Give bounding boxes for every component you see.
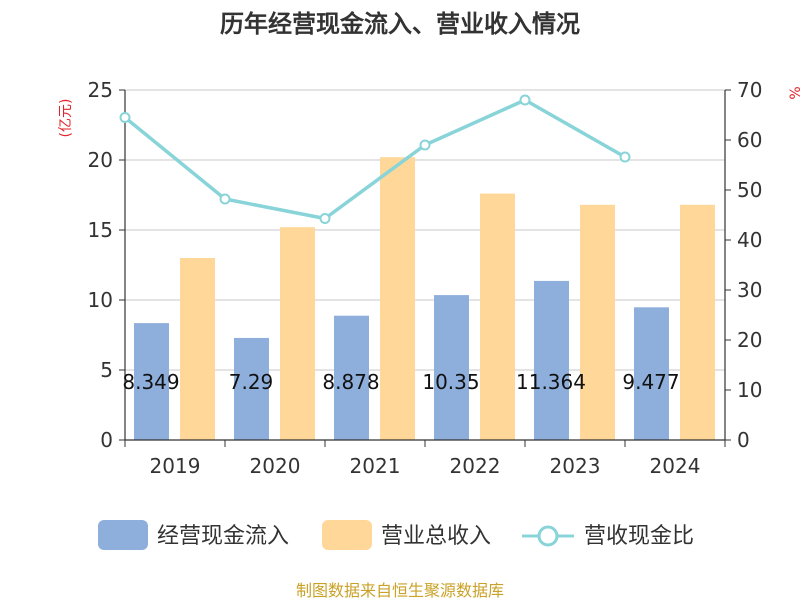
legend-swatch-revenue: [322, 520, 372, 550]
right-tick-label: 60: [737, 128, 762, 152]
ratio-point: [419, 139, 431, 151]
ratio-line-path: [123, 98, 626, 221]
x-tick-label: 2021: [350, 454, 401, 478]
x-tick-label: 2023: [550, 454, 601, 478]
legend-swatch-cash-inflow: [98, 520, 148, 550]
data-label-cash-inflow: 8.349: [122, 370, 179, 394]
left-tick-label: 25: [88, 78, 113, 102]
legend-item-revenue[interactable]: 营业总收入: [322, 520, 491, 550]
bar-revenue: [680, 204, 715, 440]
x-tick-label: 2024: [650, 454, 701, 478]
right-tick-label: 40: [737, 228, 762, 252]
ratio-point: [519, 94, 531, 106]
x-tick-label: 2020: [250, 454, 301, 478]
right-tick-label: 70: [737, 78, 762, 102]
bar-cash-inflow: [434, 295, 469, 440]
bar-cash-inflow: [334, 315, 369, 440]
legend: 经营现金流入 营业总收入 营收现金比: [98, 520, 694, 550]
bars: [134, 157, 715, 440]
ratio-point: [619, 151, 631, 163]
legend-item-cash-inflow[interactable]: 经营现金流入: [98, 520, 289, 550]
bar-revenue: [280, 227, 315, 440]
bar-revenue: [380, 157, 415, 440]
bar-cash-inflow: [634, 307, 669, 440]
left-axis-ticks: 0 5 10 15 20 25: [88, 78, 125, 452]
chart-title: 历年经营现金流入、营业收入情况: [220, 10, 580, 38]
left-tick-label: 5: [100, 358, 113, 382]
x-axis-ticks: 2019 2020 2021 2022 2023 2024: [124, 440, 726, 478]
right-tick-label: 30: [737, 278, 762, 302]
data-label-cash-inflow: 9.477: [622, 370, 679, 394]
right-axis-ticks: 0 10 20 30 40 50 60 70: [725, 78, 762, 452]
bar-cash-inflow: [134, 323, 169, 440]
bar-revenue: [580, 204, 615, 440]
left-axis-unit-label: (亿元): [58, 99, 74, 138]
data-source-note: 制图数据来自恒生聚源数据库: [296, 581, 504, 600]
legend-label-revenue: 营业总收入: [381, 524, 491, 549]
data-label-cash-inflow: 11.364: [516, 370, 586, 394]
ratio-point: [219, 193, 231, 205]
data-label-cash-inflow: 10.35: [422, 370, 479, 394]
data-label-cash-inflow: 7.29: [229, 370, 274, 394]
bar-revenue: [480, 193, 515, 440]
legend-marker-ratio: [537, 525, 559, 547]
ratio-point: [119, 112, 131, 123]
legend-item-ratio[interactable]: 营收现金比: [522, 524, 694, 549]
legend-label-cash-inflow: 经营现金流入: [157, 524, 289, 549]
right-tick-label: 20: [737, 328, 762, 352]
left-tick-label: 20: [88, 148, 113, 172]
x-tick-label: 2022: [450, 454, 501, 478]
x-tick-label: 2019: [150, 454, 201, 478]
bar-cash-inflow: [534, 280, 569, 440]
right-tick-label: 0: [737, 428, 750, 452]
ratio-point: [319, 213, 331, 224]
right-axis-unit-label: %: [788, 86, 800, 99]
data-labels: 8.349 7.29 8.878 10.35 11.364 9.477: [122, 370, 679, 394]
left-tick-label: 0: [100, 428, 113, 452]
right-tick-label: 50: [737, 178, 762, 202]
bar-cash-inflow: [234, 337, 269, 440]
legend-label-ratio: 营收现金比: [584, 524, 694, 549]
right-tick-label: 10: [737, 378, 762, 402]
data-label-cash-inflow: 8.878: [322, 370, 379, 394]
bar-revenue: [180, 258, 215, 440]
left-tick-label: 10: [88, 288, 113, 312]
left-tick-label: 15: [88, 218, 113, 242]
ratio-line: [119, 94, 631, 224]
